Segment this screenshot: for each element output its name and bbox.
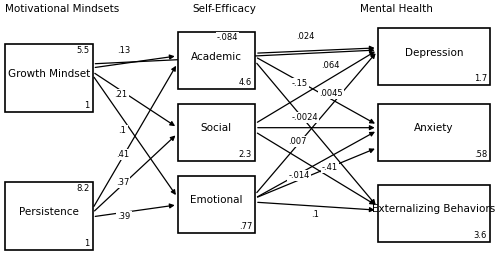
Text: .58: .58 <box>474 150 487 159</box>
Text: Mental Health: Mental Health <box>360 4 433 14</box>
Text: .0045: .0045 <box>319 89 343 98</box>
Text: Anxiety: Anxiety <box>414 123 454 133</box>
Text: 5.5: 5.5 <box>76 46 90 55</box>
FancyBboxPatch shape <box>178 176 255 233</box>
Text: .41: .41 <box>116 150 129 159</box>
Text: 8.2: 8.2 <box>76 184 90 193</box>
Text: Social: Social <box>200 123 232 133</box>
Text: Externalizing Behaviors: Externalizing Behaviors <box>372 205 496 214</box>
Text: Growth Mindset: Growth Mindset <box>8 69 90 79</box>
Text: -.014: -.014 <box>288 171 310 180</box>
FancyBboxPatch shape <box>378 185 490 242</box>
Text: -.0024: -.0024 <box>292 113 318 122</box>
Text: .007: .007 <box>288 137 307 146</box>
FancyBboxPatch shape <box>178 104 255 161</box>
Text: Depression: Depression <box>404 48 463 57</box>
Text: .39: .39 <box>118 212 130 221</box>
Text: 1: 1 <box>84 239 89 248</box>
Text: Motivational Mindsets: Motivational Mindsets <box>5 4 119 14</box>
Text: 1: 1 <box>84 101 89 110</box>
Text: .21: .21 <box>114 90 128 99</box>
FancyBboxPatch shape <box>5 44 92 112</box>
Text: .37: .37 <box>116 178 129 187</box>
Text: 4.6: 4.6 <box>239 78 252 87</box>
Text: Emotional: Emotional <box>190 195 242 205</box>
Text: 1.7: 1.7 <box>474 74 487 83</box>
Text: -.084: -.084 <box>217 33 238 42</box>
Text: .1: .1 <box>311 210 319 219</box>
Text: -.15: -.15 <box>292 79 308 88</box>
Text: Self-Efficacy: Self-Efficacy <box>192 4 256 14</box>
Text: Academic: Academic <box>191 52 242 61</box>
FancyBboxPatch shape <box>178 32 255 89</box>
Text: .77: .77 <box>238 222 252 231</box>
FancyBboxPatch shape <box>5 182 92 250</box>
Text: 3.6: 3.6 <box>474 231 487 240</box>
Text: .024: .024 <box>296 32 314 41</box>
FancyBboxPatch shape <box>378 28 490 85</box>
Text: Persistence: Persistence <box>19 207 78 217</box>
FancyBboxPatch shape <box>378 104 490 161</box>
Text: 2.3: 2.3 <box>239 150 252 159</box>
Text: .064: .064 <box>321 61 339 70</box>
Text: .1: .1 <box>118 126 126 135</box>
Text: .13: .13 <box>118 45 130 55</box>
Text: -.41: -.41 <box>322 163 338 172</box>
